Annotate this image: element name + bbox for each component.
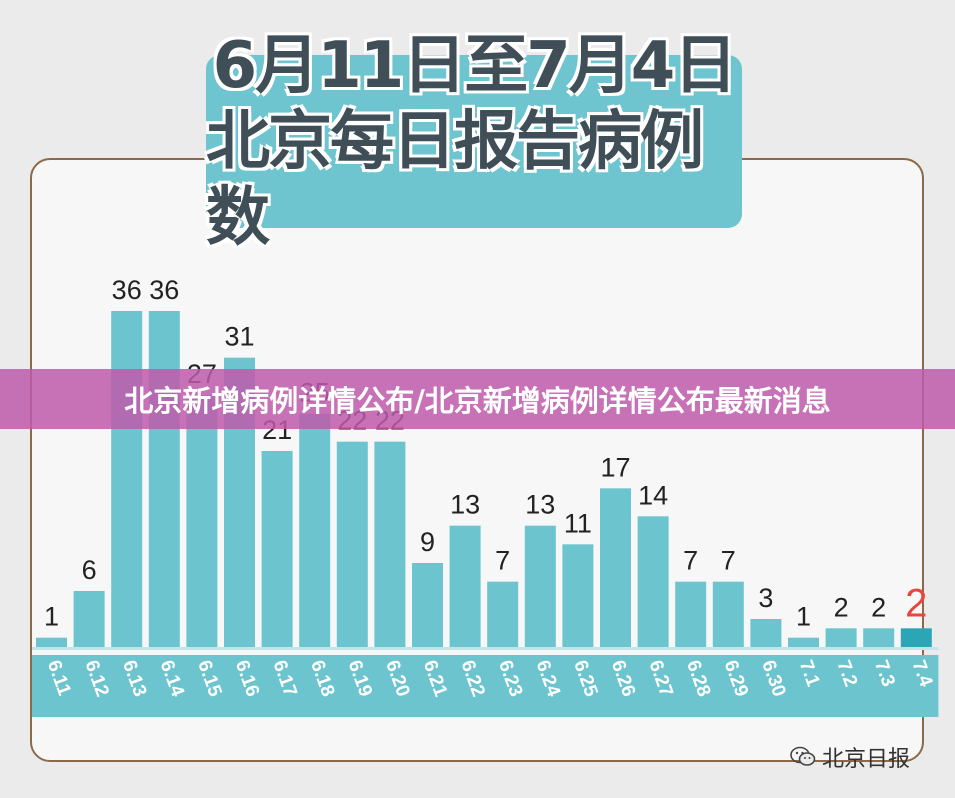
bar-6.15 bbox=[186, 395, 218, 647]
data-label-6.27: 14 bbox=[638, 480, 668, 510]
data-label-6.24: 13 bbox=[525, 490, 555, 520]
bar-7.4 bbox=[900, 628, 932, 647]
bar-7.1 bbox=[788, 637, 819, 647]
bar-6.11 bbox=[36, 637, 67, 647]
data-label-6.25: 11 bbox=[564, 508, 592, 538]
bar-6.17 bbox=[261, 451, 293, 647]
bar-6.30 bbox=[750, 619, 782, 647]
watermark-text: 北京日报 bbox=[822, 747, 911, 772]
data-label-6.23: 7 bbox=[495, 546, 510, 576]
data-label-7.1: 1 bbox=[796, 602, 811, 632]
bar-6.21 bbox=[412, 563, 443, 647]
data-label-6.13: 36 bbox=[112, 275, 142, 305]
bar-6.12 bbox=[73, 591, 105, 647]
bar-6.29 bbox=[712, 581, 744, 647]
bar-6.20 bbox=[374, 441, 406, 647]
bar-6.19 bbox=[336, 441, 368, 647]
chart-title: 6月11日至7月4日 北京每日报告病例数 bbox=[206, 29, 742, 255]
data-label-7.2: 2 bbox=[834, 592, 849, 622]
data-label-6.26: 17 bbox=[600, 452, 630, 482]
bar-6.26 bbox=[600, 488, 631, 647]
title-line-1: 6月11日至7月4日 bbox=[212, 28, 738, 103]
bar-6.18 bbox=[299, 413, 331, 647]
data-label-6.21: 9 bbox=[420, 527, 435, 557]
banner-text: 北京新增病例详情公布/北京新增病例详情公布最新消息 bbox=[124, 384, 831, 418]
title-line-2: 北京每日报告病例数 bbox=[206, 104, 704, 255]
bar-6.28 bbox=[675, 581, 707, 647]
bar-6.25 bbox=[562, 544, 594, 647]
data-label-6.29: 7 bbox=[721, 546, 736, 576]
bar-6.23 bbox=[487, 581, 519, 647]
bar-7.3 bbox=[863, 628, 895, 647]
baseline bbox=[32, 647, 939, 650]
data-label-6.22: 13 bbox=[450, 490, 480, 520]
bar-6.13 bbox=[111, 311, 143, 647]
x-axis-band bbox=[32, 655, 939, 717]
watermark: 北京日报 bbox=[790, 742, 910, 772]
bar-6.27 bbox=[637, 516, 669, 647]
data-label-6.14: 36 bbox=[149, 275, 179, 305]
data-label-6.30: 3 bbox=[758, 583, 773, 613]
data-label-6.11: 1 bbox=[44, 602, 59, 632]
data-label-6.16: 31 bbox=[224, 322, 254, 352]
data-label-6.12: 6 bbox=[82, 555, 97, 585]
data-label-7.4: 2 bbox=[905, 581, 927, 625]
bar-6.22 bbox=[449, 525, 481, 647]
data-label-7.3: 2 bbox=[871, 592, 886, 622]
data-label-6.28: 7 bbox=[683, 546, 698, 576]
bar-6.14 bbox=[148, 311, 180, 647]
bar-6.24 bbox=[524, 525, 556, 647]
headline-banner: 北京新增病例详情公布/北京新增病例详情公布最新消息 bbox=[0, 369, 955, 429]
bar-7.2 bbox=[825, 628, 857, 647]
wechat-icon bbox=[790, 746, 816, 766]
